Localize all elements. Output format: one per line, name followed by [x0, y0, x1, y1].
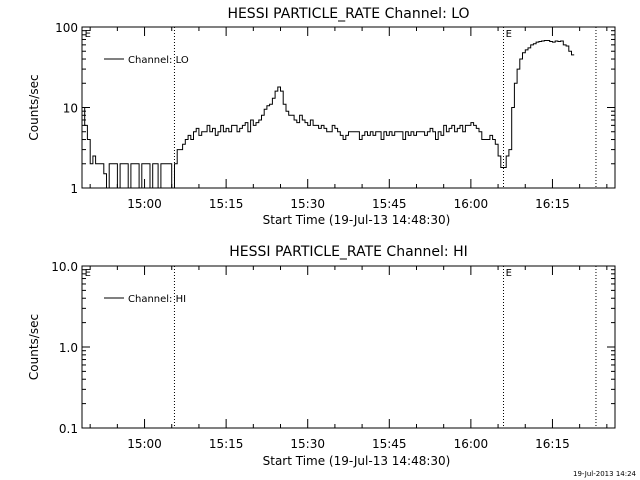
legend-label: Channel: LO	[128, 55, 189, 66]
x-tick-label: 15:30	[290, 197, 325, 211]
chart-lo-channel: HESSI PARTICLE_RATE Channel: LO 1 10 100 Cou…	[27, 6, 616, 227]
chart-title: HESSI PARTICLE_RATE Channel: LO	[227, 6, 469, 22]
eclipse-marker-label: E	[85, 29, 91, 40]
x-tick-label: 15:30	[290, 437, 325, 451]
plot-frame	[81, 265, 616, 429]
x-tick-label: 16:00	[454, 437, 489, 451]
x-tick-label: 15:45	[372, 197, 407, 211]
y-tick-label: 100	[55, 21, 78, 35]
x-tick-label: 15:00	[127, 197, 162, 211]
x-axis-title: Start Time (19-Jul-13 14:48:30)	[263, 454, 451, 468]
x-tick-label: 16:00	[454, 197, 489, 211]
series-line-0	[82, 40, 575, 189]
x-tick-label: 15:00	[127, 437, 162, 451]
eclipse-marker-label: E	[506, 29, 512, 40]
x-tick-label: 16:15	[535, 437, 570, 451]
legend-label: Channel: HI	[128, 294, 186, 305]
x-axis-title: Start Time (19-Jul-13 14:48:30)	[263, 213, 451, 227]
y-tick-label: 10	[63, 102, 78, 116]
y-tick-label: 1	[70, 182, 78, 196]
x-tick-label: 15:15	[209, 197, 244, 211]
y-tick-label: 0.1	[59, 422, 78, 436]
footer-timestamp: 19-Jul-2013 14:24	[573, 470, 637, 478]
x-tick-label: 15:45	[372, 437, 407, 451]
eclipse-marker-label: E	[506, 268, 512, 279]
chart-hi-channel: HESSI PARTICLE_RATE Channel: HI 0.1 1.0 10.…	[27, 244, 616, 468]
x-tick-label: 15:15	[209, 437, 244, 451]
x-tick-label: 16:15	[535, 197, 570, 211]
y-tick-label: 1.0	[59, 341, 78, 355]
y-axis-title: Counts/sec	[27, 314, 41, 380]
eclipse-marker-label: E	[85, 268, 91, 279]
y-axis-title: Counts/sec	[27, 74, 41, 140]
chart-title: HESSI PARTICLE_RATE Channel: HI	[229, 244, 467, 260]
y-tick-label: 10.0	[51, 260, 78, 274]
